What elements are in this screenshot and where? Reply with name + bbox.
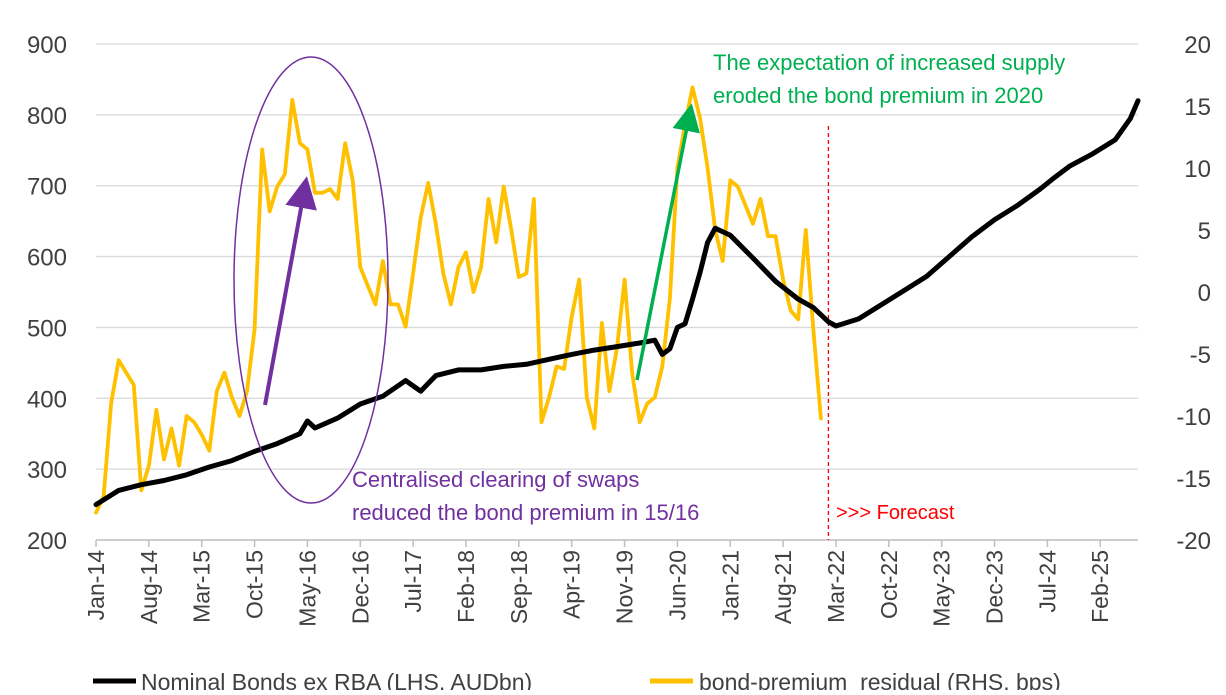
x-tick-label: Dec-16 [347, 550, 373, 624]
bond-premium-residual-line [94, 85, 823, 515]
x-tick-label: Jul-17 [400, 550, 426, 613]
left-tick-label: 200 [27, 528, 67, 555]
right-tick-label: 10 [1184, 156, 1211, 183]
purple-arrow [263, 176, 317, 406]
annotations: Centralised clearing of swaps reduced th… [233, 50, 1065, 525]
x-tick-label: Jul-24 [1034, 550, 1060, 613]
right-tick-label: -5 [1190, 342, 1211, 369]
legend-premium-label: bond-premium residual (RHS, bps) [699, 669, 1061, 690]
legend: Nominal Bonds ex RBA (LHS, AUDbn) bond-p… [93, 669, 1061, 695]
left-tick-label: 300 [27, 457, 67, 484]
left-tick-label: 400 [27, 386, 67, 413]
gridlines [96, 43, 1138, 541]
forecast-label: >>> Forecast [836, 502, 955, 524]
right-axis: -20 -15 -10 -5 0 5 10 15 20 [1176, 32, 1211, 555]
x-tick-label: Mar-22 [823, 550, 849, 623]
left-tick-label: 900 [27, 32, 67, 59]
right-tick-label: 0 [1198, 280, 1211, 307]
right-tick-label: -10 [1176, 404, 1211, 431]
x-tick-label: May-16 [294, 550, 320, 627]
right-tick-label: 15 [1184, 94, 1211, 121]
x-tick-label: Apr-19 [559, 550, 585, 619]
right-tick-label: 20 [1184, 32, 1211, 59]
legend-nominal-label: Nominal Bonds ex RBA (LHS, AUDbn) [141, 669, 532, 690]
right-tick-label: -20 [1176, 528, 1211, 555]
green-arrow [635, 103, 701, 381]
x-tick-label: Jun-20 [664, 550, 690, 620]
nominal-bonds-line [93, 98, 1141, 508]
x-tick-label: Sep-18 [506, 550, 532, 624]
right-tick-label: -15 [1176, 466, 1211, 493]
left-tick-label: 500 [27, 315, 67, 342]
left-tick-label: 800 [27, 103, 67, 130]
x-tick-label: Feb-25 [1087, 550, 1113, 623]
x-axis: Jan-14 Aug-14 Mar-15 Oct-15 May-16 Dec-16 Jul-… [83, 539, 1138, 627]
x-tick-label: Feb-18 [453, 550, 479, 623]
x-tick-label: Nov-19 [612, 550, 638, 624]
left-tick-label: 600 [27, 245, 67, 272]
x-tick-label: Mar-15 [189, 550, 215, 623]
x-tick-label: May-23 [929, 550, 955, 627]
right-tick-label: 5 [1198, 218, 1211, 245]
x-tick-label: Oct-15 [242, 550, 268, 619]
x-tick-label: Oct-22 [876, 550, 902, 619]
x-tick-label: Jan-14 [83, 550, 109, 621]
x-tick-label: Jan-21 [717, 550, 743, 620]
x-tick-label: Dec-23 [982, 550, 1008, 624]
left-tick-label: 700 [27, 174, 67, 201]
x-tick-label: Aug-14 [136, 550, 162, 624]
purple-annotation-line-2: reduced the bond premium in 15/16 [352, 500, 699, 525]
purple-annotation-line-1: Centralised clearing of swaps [352, 467, 639, 492]
x-tick-label: Aug-21 [770, 550, 796, 624]
series [93, 85, 1141, 515]
left-axis: 200 300 400 500 600 700 800 900 [27, 32, 67, 555]
clearing-ellipse [233, 56, 389, 504]
green-annotation-line-1: The expectation of increased supply [713, 50, 1065, 75]
green-annotation-line-2: eroded the bond premium in 2020 [713, 83, 1043, 108]
